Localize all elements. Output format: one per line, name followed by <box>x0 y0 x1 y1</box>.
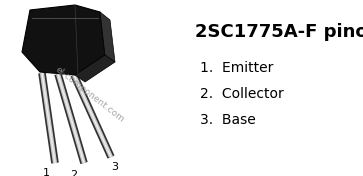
Text: el-component.com: el-component.com <box>54 65 126 125</box>
Text: 3: 3 <box>111 162 118 172</box>
Text: 2SC1775A-F pinout: 2SC1775A-F pinout <box>195 23 363 41</box>
Polygon shape <box>75 55 115 82</box>
Text: 1.  Emitter: 1. Emitter <box>200 61 273 75</box>
Polygon shape <box>100 12 115 62</box>
Text: 1: 1 <box>42 168 49 176</box>
Text: 3.  Base: 3. Base <box>200 113 256 127</box>
Polygon shape <box>22 5 105 75</box>
Text: 2: 2 <box>70 170 78 176</box>
Text: 2.  Collector: 2. Collector <box>200 87 284 101</box>
